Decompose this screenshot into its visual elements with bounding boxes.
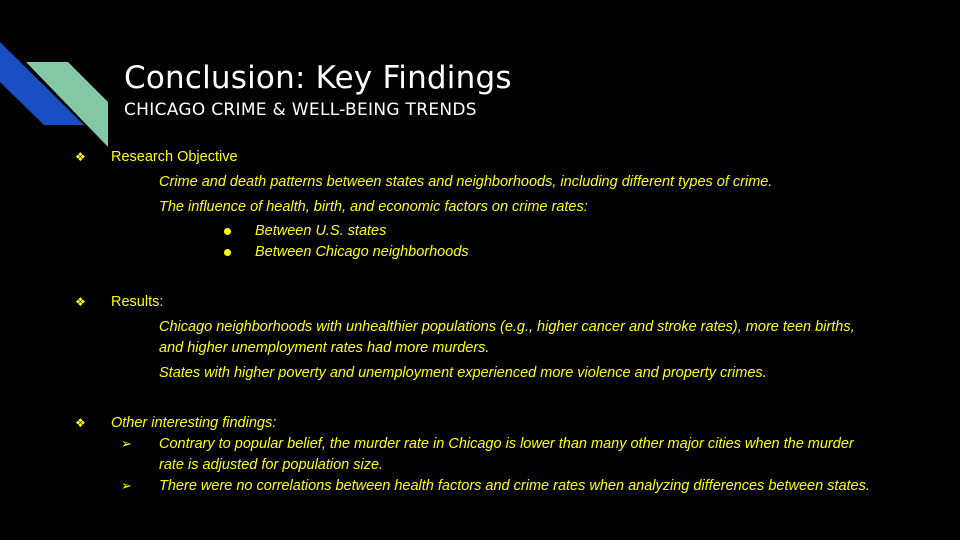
research-sub-2: Between Chicago neighborhoods — [255, 244, 469, 260]
slide-subtitle: CHICAGO CRIME & WELL-BEING TRENDS — [124, 100, 477, 120]
corner-decoration — [0, 42, 108, 147]
results-line-2: States with higher poverty and unemploym… — [159, 365, 767, 381]
arrowhead-bullet-icon: ➢ — [121, 479, 132, 494]
other-item-1b: rate is adjusted for population size. — [159, 457, 384, 473]
research-sub-1: Between U.S. states — [255, 223, 387, 239]
green-ribbon — [26, 62, 108, 147]
results-line-1b: and higher unemployment rates had more m… — [159, 340, 490, 356]
diamond-bullet-icon: ❖ — [75, 295, 86, 309]
filled-circle-bullet-icon — [224, 228, 231, 235]
other-item-1a: Contrary to popular belief, the murder r… — [159, 436, 854, 452]
results-line-1a: Chicago neighborhoods with unhealthier p… — [159, 319, 855, 335]
diamond-bullet-icon: ❖ — [75, 150, 86, 164]
results-heading: Results: — [111, 294, 164, 310]
research-heading: Research Objective — [111, 149, 238, 165]
other-heading: Other interesting findings: — [111, 415, 277, 431]
research-line-1: Crime and death patterns between states … — [159, 174, 773, 190]
filled-circle-bullet-icon — [224, 249, 231, 256]
research-line-2: The influence of health, birth, and econ… — [159, 199, 588, 215]
blue-ribbon — [0, 42, 84, 125]
arrowhead-bullet-icon: ➢ — [121, 437, 132, 452]
slide-title: Conclusion: Key Findings — [124, 60, 512, 96]
diamond-bullet-icon: ❖ — [75, 416, 86, 430]
other-item-2: There were no correlations between healt… — [159, 478, 870, 494]
